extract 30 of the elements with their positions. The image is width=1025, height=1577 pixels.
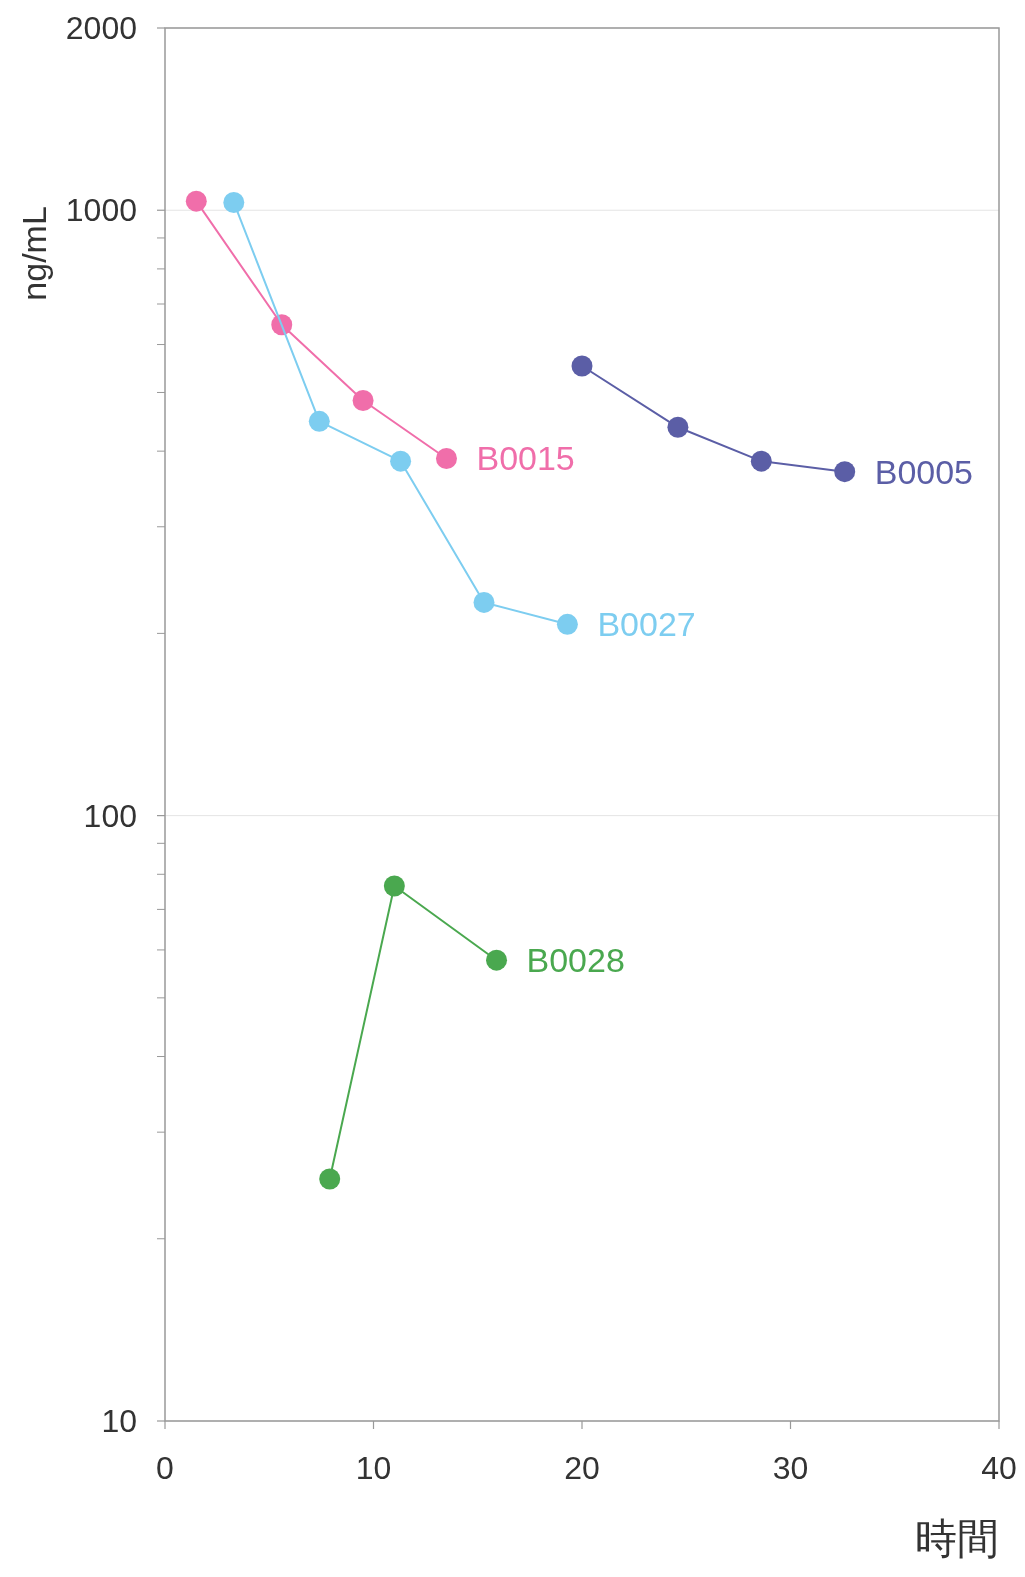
- x-tick-label: 30: [772, 1450, 809, 1486]
- y-axis-title: ng/mL: [15, 206, 53, 301]
- point: [667, 416, 689, 438]
- point: [308, 410, 330, 432]
- point: [319, 1168, 341, 1190]
- point: [473, 591, 495, 613]
- y-tick-label: 1000: [65, 192, 137, 229]
- point: [571, 355, 593, 377]
- series-label: B0015: [476, 439, 575, 478]
- x-tick-label: 40: [981, 1450, 1017, 1486]
- y-tick-label: 10: [101, 1403, 137, 1439]
- point: [834, 461, 856, 483]
- series-label: B0027: [597, 605, 696, 644]
- y-tick-label: 100: [83, 797, 137, 834]
- point: [486, 949, 508, 971]
- point: [352, 389, 374, 411]
- x-tick-label: 0: [156, 1450, 174, 1486]
- point: [556, 613, 578, 635]
- x-axis-title: 時間: [915, 1515, 999, 1562]
- x-tick-label: 10: [355, 1450, 392, 1486]
- point: [435, 447, 457, 469]
- point: [185, 190, 207, 212]
- point: [750, 450, 772, 472]
- y-tick-label: 2000: [65, 10, 137, 46]
- point: [383, 875, 405, 897]
- x-tick-label: 20: [564, 1450, 600, 1486]
- point: [223, 191, 245, 213]
- point: [390, 450, 412, 472]
- series-label: B0005: [874, 452, 974, 491]
- series-label: B0028: [526, 941, 625, 980]
